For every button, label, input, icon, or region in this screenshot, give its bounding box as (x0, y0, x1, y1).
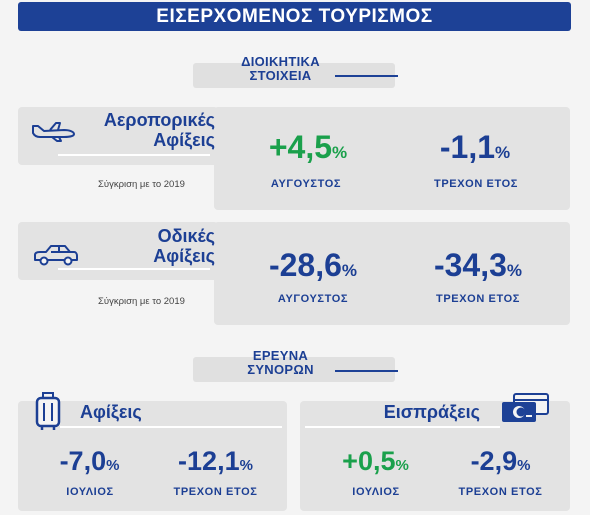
air-divider (58, 154, 210, 156)
road-stat-month-unit: % (341, 261, 358, 280)
receipts-stat-ytd-unit: % (517, 457, 531, 474)
air-stat-month-unit: % (332, 143, 348, 162)
section-survey-line1: ΕΡΕΥΝΑ (252, 348, 309, 363)
arrivals-stat-month-label: ΙΟΥΛΙΟΣ (66, 486, 114, 498)
air-stat-month-value: +4,5% (238, 130, 378, 170)
arrivals-title: Αφίξεις (80, 402, 142, 422)
arrivals-stat-month-number: -7,0 (59, 446, 107, 476)
air-stats-panel (214, 107, 570, 210)
road-stat-ytd-unit: % (506, 261, 523, 280)
air-title-line2: Αφίξεις (153, 130, 215, 150)
section-survey-line2: ΣΥΝΟΡΩΝ (247, 362, 314, 377)
section-admin-underline (335, 75, 398, 77)
arrivals-stat-month-value: -7,0% (32, 446, 147, 481)
receipts-stat-ytd-value: -2,9% (443, 446, 558, 481)
road-title-line2: Αφίξεις (153, 246, 215, 266)
receipts-stat-month-number: +0,5 (342, 446, 396, 476)
arrivals-stat-month-unit: % (106, 457, 120, 474)
arrivals-panel (18, 401, 287, 511)
air-stat-ytd-value: -1,1% (405, 130, 545, 170)
road-stats-panel (214, 222, 570, 325)
page-title-banner: ΕΙΣΕΡΧΟΜΕΝΟΣ ΤΟΥΡΙΣΜΟΣ (18, 2, 571, 31)
air-stat-month-number: +4,5 (268, 129, 333, 165)
section-admin-line1: ΔΙΟΙΚΗΤΙΚΑ (241, 54, 320, 69)
road-stat-ytd-number: -34,3 (433, 247, 507, 283)
road-title: Οδικές Αφίξεις (80, 226, 215, 266)
air-stat-ytd-unit: % (495, 143, 511, 162)
air-compare-note: Σύγκριση με το 2019 (98, 179, 185, 190)
road-compare-note: Σύγκριση με το 2019 (98, 296, 185, 307)
air-stat-ytd-number: -1,1 (439, 129, 495, 165)
arrivals-stat-ytd-number: -12,1 (178, 446, 240, 476)
road-stat-month-number: -28,6 (268, 247, 342, 283)
receipts-title: Εισπράξεις (383, 402, 480, 422)
receipts-stat-month-unit: % (395, 457, 409, 474)
arrivals-stat-ytd-label: ΤΡΕΧΟΝ ΕΤΟΣ (173, 486, 258, 498)
receipts-stat-ytd-number: -2,9 (470, 446, 518, 476)
suitcase-icon (34, 391, 62, 436)
section-survey-pill (193, 357, 395, 382)
air-stat-ytd-label: ΤΡΕΧΟΝ ΕΤΟΣ (434, 178, 518, 190)
road-title-line1: Οδικές (157, 226, 215, 246)
car-icon (32, 242, 80, 271)
receipts-divider (305, 426, 500, 428)
arrivals-stat-ytd-unit: % (239, 457, 253, 474)
air-title: Αεροπορικές Αφίξεις (80, 110, 215, 150)
road-stat-month-value: -28,6% (243, 248, 383, 288)
credit-card-icon (500, 392, 552, 431)
section-survey-title: ΕΡΕΥΝΑ ΣΥΝΟΡΩΝ (233, 349, 328, 377)
air-title-line1: Αεροπορικές (103, 110, 215, 130)
receipts-stat-month-value: +0,5% (318, 446, 433, 481)
road-stat-ytd-label: ΤΡΕΧΟΝ ΕΤΟΣ (436, 293, 520, 305)
receipts-stat-ytd-label: ΤΡΕΧΟΝ ΕΤΟΣ (458, 486, 543, 498)
section-admin-title: ΔΙΟΙΚΗΤΙΚΑ ΣΤΟΙΧΕΙΑ (233, 55, 328, 83)
airplane-icon (30, 120, 78, 147)
air-stat-month-label: ΑΥΓΟΥΣΤΟΣ (270, 178, 342, 190)
road-stat-ytd-value: -34,3% (408, 248, 548, 288)
section-admin-line2: ΣΤΟΙΧΕΙΑ (249, 68, 312, 83)
road-divider (58, 268, 210, 270)
arrivals-divider (60, 426, 282, 428)
road-stat-month-label: ΑΥΓΟΥΣΤΟΣ (277, 293, 349, 305)
section-survey-underline (335, 370, 398, 372)
receipts-stat-month-label: ΙΟΥΛΙΟΣ (352, 486, 400, 498)
arrivals-stat-ytd-value: -12,1% (158, 446, 273, 481)
